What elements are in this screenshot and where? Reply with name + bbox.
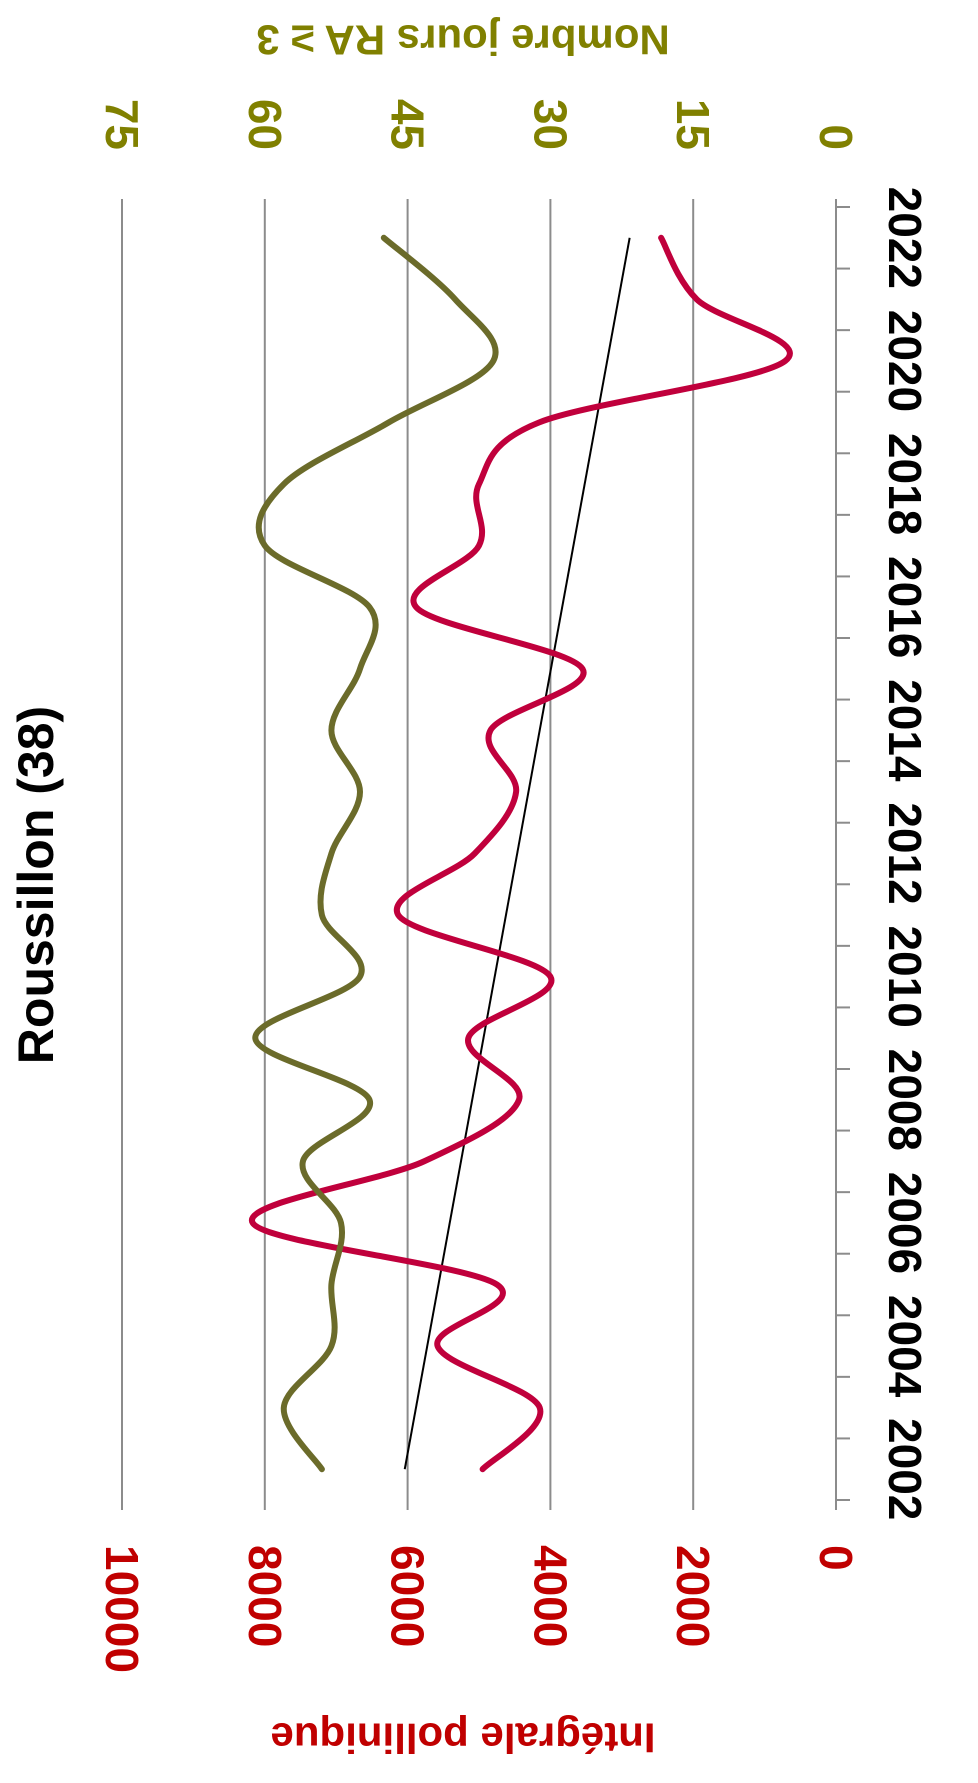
y-right-tick-label: 45 [382,99,434,150]
x-tick-label: 2016 [879,556,931,658]
x-tick-label: 2010 [879,925,931,1027]
titles-layer: Roussillon (38) Intégrale pollinique Nom… [8,17,670,1762]
y-right-tick-label: 75 [96,99,148,150]
y-left-tick-label: 0 [810,1545,862,1571]
x-tick-label: 2006 [879,1172,931,1274]
trend-layer [403,237,631,1470]
chart-title: Roussillon (38) [8,706,64,1064]
y-left-tick-label: 6000 [382,1545,434,1647]
series-line-ra-days [252,234,499,1473]
y-right-tick-label: 30 [524,99,576,150]
y-right-tick-label: 60 [239,99,291,150]
x-tick-label: 2018 [879,433,931,535]
x-axis-ticks [836,206,850,1501]
y-axis-right-title: Nombre jours RA ≥ 3 [256,17,670,64]
x-tick-label: 2022 [879,187,931,289]
y-left-tick-label: 8000 [239,1545,291,1647]
y-right-tick-label: 0 [810,124,862,150]
y-left-tick-label: 4000 [524,1545,576,1647]
series-line-pollen [249,234,793,1473]
x-tick-label: 2004 [879,1295,931,1398]
y-left-tick-label: 2000 [667,1545,719,1647]
y-left-tick-label: 10000 [96,1545,148,1673]
y-axis-left-title: Intégrale pollinique [270,1715,655,1762]
series-layer [249,234,793,1473]
x-tick-label: 2020 [879,310,931,412]
plot-area [121,199,850,1510]
x-tick-label: 2002 [879,1418,931,1520]
labels-layer: 2002 2004 2006 2008 2010 2012 2014 2016 2018 2020… [96,99,931,1673]
x-tick-label: 2012 [879,802,931,904]
y-right-tick-label: 15 [667,99,719,150]
x-tick-label: 2008 [879,1049,931,1151]
trend-line [403,237,631,1470]
x-tick-label: 2014 [879,679,931,782]
